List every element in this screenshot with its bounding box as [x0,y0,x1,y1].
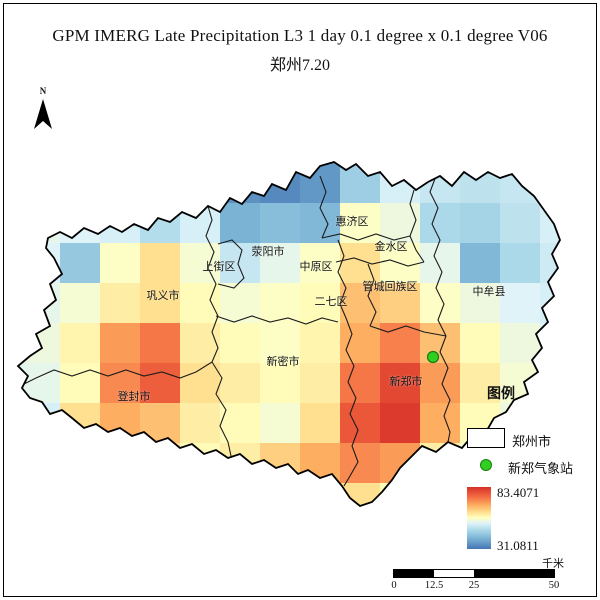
colorbar-max-value: 83.4071 [497,485,540,500]
legend-title: 图例 [487,387,515,402]
weather-station-marker [426,350,440,364]
scale-tick: 25 [468,580,480,591]
north-arrow-icon [34,99,52,129]
precipitation-colorbar [467,487,491,549]
scale-bar: 0 12.5 25 50 千米 [391,558,564,591]
colorbar-min-value: 31.0811 [497,538,539,553]
legend-station-label: 新郑气象站 [508,461,574,476]
scale-bar-segment [394,570,434,577]
scale-tick: 0 [391,580,397,591]
legend-city-boundary-symbol [467,428,505,448]
scale-unit-label: 千米 [542,558,564,570]
north-arrow-label: N [39,86,47,96]
legend-city-boundary-label: 郑州市 [512,434,552,449]
district-boundaries [19,175,451,487]
scale-bar-segment [434,570,474,577]
city-boundary-outline [16,161,561,508]
legend-station-symbol [480,459,492,471]
map-subtitle: 郑州7.20 [269,57,330,74]
scale-bar-segment [474,570,554,577]
scale-tick: 12.5 [424,580,444,591]
map-title-block: GPM IMERG Late Precipitation L3 1 day 0.… [0,26,600,75]
precipitation-raster [20,163,560,506]
north-arrow: N [27,86,59,138]
scale-tick: 50 [548,580,560,591]
map-title: GPM IMERG Late Precipitation L3 1 day 0.… [52,26,548,45]
